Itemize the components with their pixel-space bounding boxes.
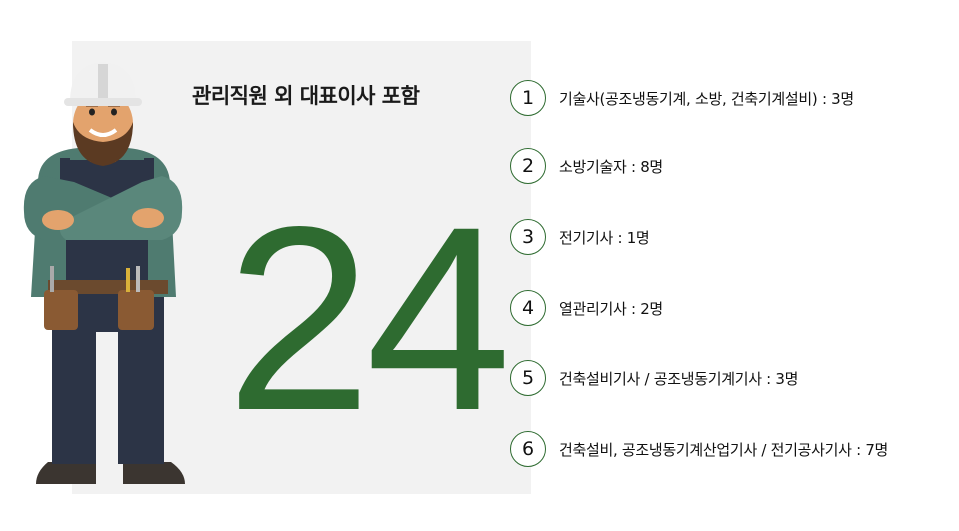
item-label: 건축설비, 공조냉동기계산업기사 / 전기공사기사 : 7명 [559, 440, 889, 459]
list-item: 2 소방기술자 : 8명 [510, 146, 663, 186]
item-label: 전기기사 : 1명 [559, 228, 650, 247]
list-item: 6 건축설비, 공조냉동기계산업기사 / 전기공사기사 : 7명 [510, 429, 888, 469]
list-item: 5 건축설비기사 / 공조냉동기계기사 : 3명 [510, 358, 798, 398]
item-label: 건축설비기사 / 공조냉동기계기사 : 3명 [559, 369, 799, 388]
construction-worker-illustration [23, 62, 185, 484]
number-badge: 5 [510, 360, 546, 396]
item-label: 열관리기사 : 2명 [559, 299, 663, 318]
number-badge: 4 [510, 290, 546, 326]
total-count: 24 [226, 172, 511, 465]
list-item: 3 전기기사 : 1명 [510, 217, 650, 257]
number-badge: 1 [510, 80, 546, 116]
item-label: 소방기술자 : 8명 [559, 157, 663, 176]
number-badge: 3 [510, 219, 546, 255]
number-badge: 2 [510, 148, 546, 184]
list-item: 1 기술사(공조냉동기계, 소방, 건축기계설비) : 3명 [510, 78, 854, 118]
number-badge: 6 [510, 431, 546, 467]
page-title: 관리직원 외 대표이사 포함 [192, 84, 420, 108]
list-item: 4 열관리기사 : 2명 [510, 288, 663, 328]
item-label: 기술사(공조냉동기계, 소방, 건축기계설비) : 3명 [559, 89, 854, 108]
